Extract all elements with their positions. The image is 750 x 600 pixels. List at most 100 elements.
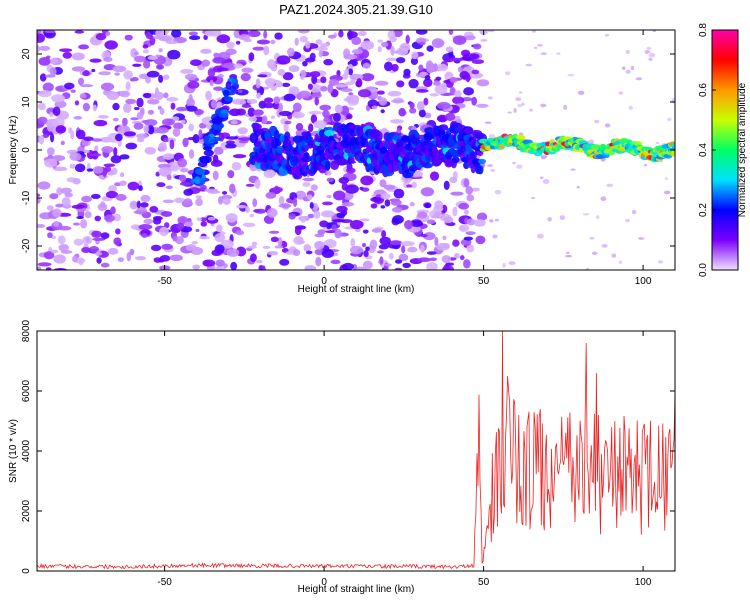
noise-speckle — [277, 69, 286, 76]
noise-speckle — [115, 133, 123, 142]
noise-speckle — [226, 41, 235, 49]
noise-speckle — [225, 140, 235, 145]
noise-speckle — [249, 213, 255, 218]
secondary-track-mark — [199, 155, 210, 163]
noise-speckle — [468, 53, 480, 60]
noise-speckle — [70, 89, 76, 93]
colorbar-tick-label: 0.0 — [698, 263, 709, 277]
noise-speckle — [443, 180, 450, 190]
noise-speckle — [252, 198, 258, 208]
noise-speckle — [136, 200, 141, 209]
noise-speckle — [415, 89, 429, 93]
noise-speckle — [379, 179, 387, 188]
spectrogram-y-tick-label: 10 — [21, 96, 32, 108]
noise-speckle — [473, 219, 486, 227]
noise-speckle — [186, 97, 195, 108]
noise-speckle — [115, 193, 127, 201]
noise-speckle — [91, 68, 96, 73]
noise-speckle — [51, 249, 59, 254]
noise-speckle — [304, 57, 316, 63]
noise-speckle — [207, 190, 221, 194]
noise-speckle — [540, 155, 546, 160]
carrier-mark — [432, 145, 438, 153]
noise-speckle — [663, 190, 671, 195]
noise-speckle — [100, 82, 115, 91]
noise-speckle — [237, 127, 248, 135]
secondary-track-mark — [209, 138, 217, 143]
noise-speckle — [38, 57, 51, 66]
noise-speckle — [380, 193, 391, 200]
carrier-mark — [283, 139, 292, 148]
noise-speckle — [400, 241, 415, 247]
noise-speckle — [45, 267, 52, 270]
noise-speckle — [124, 34, 133, 41]
noise-speckle — [46, 147, 55, 156]
noise-speckle — [55, 203, 65, 208]
noise-speckle — [308, 110, 322, 115]
snr-y-axis: 0 2000 4000 6000 8000 — [21, 319, 675, 574]
noise-speckle — [232, 98, 246, 105]
noise-speckle — [385, 57, 399, 62]
noise-speckle — [255, 78, 261, 89]
noise-speckle — [167, 49, 181, 60]
noise-speckle — [216, 101, 222, 108]
noise-speckle — [95, 33, 107, 41]
noise-speckle — [320, 76, 327, 84]
noise-speckle — [38, 90, 52, 98]
noise-speckle — [92, 166, 104, 174]
spectrogram-x-axis: -50 0 50 100 — [157, 30, 652, 287]
noise-speckle — [176, 222, 185, 231]
snr-x-label: Height of straight line (km) — [298, 584, 415, 595]
noise-speckle — [199, 235, 210, 240]
noise-speckle — [652, 30, 657, 33]
noise-speckle — [37, 116, 48, 125]
snr-x-axis: -50 0 50 100 — [157, 331, 652, 588]
noise-speckle — [60, 250, 73, 254]
noise-speckle — [251, 241, 258, 246]
noise-speckle — [294, 225, 302, 236]
noise-speckle — [410, 57, 419, 65]
noise-speckle — [154, 87, 160, 97]
noise-speckle — [625, 50, 630, 54]
noise-speckle — [417, 211, 428, 219]
noise-speckle — [671, 98, 675, 104]
noise-speckle — [429, 209, 442, 219]
noise-speckle — [49, 193, 59, 200]
noise-speckle — [287, 47, 295, 57]
noise-speckle — [90, 193, 101, 200]
noise-speckle — [163, 137, 169, 143]
noise-speckle — [133, 106, 140, 111]
noise-speckle — [155, 127, 169, 134]
noise-speckle — [180, 69, 194, 74]
noise-speckle — [404, 219, 413, 230]
noise-speckle — [213, 146, 224, 155]
noise-speckle — [331, 224, 338, 232]
noise-speckle — [240, 72, 251, 82]
noise-speckle — [394, 267, 403, 270]
noise-speckle — [268, 230, 280, 234]
noise-speckle — [398, 107, 406, 117]
noise-speckle — [384, 263, 392, 267]
noise-speckle — [370, 196, 382, 202]
noise-speckle — [90, 153, 102, 157]
noise-speckle — [196, 217, 202, 222]
noise-speckle — [631, 210, 637, 215]
noise-speckle — [508, 261, 516, 266]
secondary-track-mark — [209, 128, 217, 134]
noise-speckle — [210, 159, 223, 167]
noise-speckle — [166, 96, 179, 102]
noise-speckle — [327, 34, 337, 39]
noise-speckle — [37, 262, 52, 267]
noise-speckle — [51, 117, 65, 128]
noise-speckle — [270, 39, 276, 45]
noise-speckle — [180, 119, 186, 124]
spectrogram-y-label: Frequency (Hz) — [8, 116, 19, 185]
noise-speckle — [231, 161, 242, 171]
noise-speckle — [336, 205, 348, 213]
noise-speckle — [76, 216, 84, 220]
noise-speckle — [576, 186, 580, 189]
noise-speckle — [391, 119, 402, 123]
noise-speckle — [362, 62, 371, 69]
noise-speckle — [600, 196, 607, 202]
noise-speckle — [476, 212, 488, 221]
